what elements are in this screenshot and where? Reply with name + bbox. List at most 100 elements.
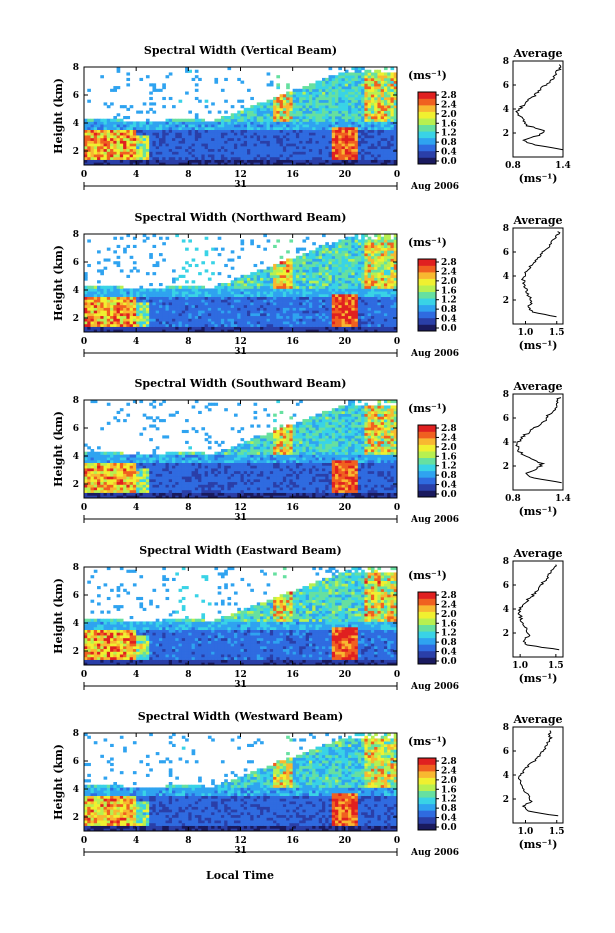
colorbar: 0.00.40.81.21.62.02.42.8: [418, 591, 457, 667]
avg-y-tick-label: 6: [503, 747, 509, 757]
avg-y-tick-label: 4: [503, 105, 509, 115]
y-axis-label: Height (km): [52, 245, 65, 321]
colorbar-swatch: [418, 625, 436, 632]
colorbar-tick-label: 1.2: [441, 462, 457, 472]
avg-title: Average: [512, 547, 562, 560]
colorbar-swatch: [418, 99, 436, 106]
colorbar-tick-label: 1.6: [441, 286, 457, 296]
colorbar-tick-label: 2.8: [441, 91, 457, 101]
panel-2: Spectral Width (Northward Beam)2468Heigh…: [52, 211, 565, 359]
day-label: 31: [234, 347, 247, 357]
avg-x-label: (ms⁻¹): [519, 505, 558, 518]
date-label: Aug 2006: [410, 349, 459, 359]
colorbar-tick-label: 2.0: [441, 610, 457, 620]
avg-x-tick-label: 0.8: [505, 494, 521, 504]
colorbar-swatch: [418, 765, 436, 772]
colorbar-tick-label: 0.0: [441, 324, 457, 334]
day-label: 31: [234, 180, 247, 190]
colorbar-swatch: [418, 804, 436, 811]
y-axis-label: Height (km): [52, 78, 65, 154]
colorbar-swatch: [418, 592, 436, 599]
x-tick-label: 16: [286, 670, 299, 680]
y-tick-label: 6: [73, 757, 79, 767]
x-tick-label: 20: [339, 836, 352, 846]
y-tick-label: 2: [73, 647, 79, 657]
colorbar-swatch: [418, 292, 436, 299]
avg-y-tick-label: 8: [503, 390, 509, 400]
avg-y-tick-label: 4: [503, 438, 509, 448]
colorbar-tick-label: 1.2: [441, 795, 457, 805]
colorbar-tick-label: 0.8: [441, 138, 457, 148]
avg-y-tick-label: 2: [503, 462, 509, 472]
avg-profile-line: [516, 398, 562, 483]
colorbar-swatch: [418, 797, 436, 804]
colorbar: 0.00.40.81.21.62.02.42.8: [418, 757, 457, 833]
avg-x-label: (ms⁻¹): [519, 672, 558, 685]
avg-profile-line: [516, 65, 563, 150]
avg-y-tick-label: 4: [503, 272, 509, 282]
colorbar-tick-label: 2.8: [441, 258, 457, 268]
avg-y-tick-label: 2: [503, 296, 509, 306]
colorbar-tick-label: 1.6: [441, 119, 457, 129]
colorbar-swatch: [418, 758, 436, 765]
avg-profile-line: [519, 731, 559, 816]
date-label: Aug 2006: [410, 682, 459, 692]
colorbar-swatch: [418, 318, 436, 325]
x-tick-label: 8: [185, 337, 191, 347]
colorbar-swatch: [418, 618, 436, 625]
x-tick-label: 8: [185, 170, 191, 180]
avg-x-tick-label: 0.8: [505, 161, 521, 171]
colorbar-swatch: [418, 138, 436, 145]
y-axis-label: Height (km): [52, 744, 65, 820]
colorbar-swatch: [418, 298, 436, 305]
x-tick-label: 0: [81, 170, 87, 180]
x-tick-label: 20: [339, 670, 352, 680]
y-tick-label: 6: [73, 591, 79, 601]
y-tick-label: 4: [73, 619, 79, 629]
colorbar-swatch: [418, 644, 436, 651]
colorbar-unit: (ms⁻¹): [408, 236, 447, 249]
panel-title: Spectral Width (Vertical Beam): [144, 44, 337, 57]
x-tick-label: 8: [185, 670, 191, 680]
colorbar-swatch: [418, 118, 436, 125]
avg-title: Average: [512, 713, 562, 726]
panel-title: Spectral Width (Northward Beam): [135, 211, 347, 224]
x-tick-label: 0: [394, 170, 400, 180]
y-tick-label: 8: [73, 396, 79, 406]
colorbar-swatch: [418, 131, 436, 138]
avg-x-tick-label: 1.5: [548, 661, 564, 671]
avg-y-tick-label: 8: [503, 557, 509, 567]
x-tick-label: 0: [81, 337, 87, 347]
x-tick-label: 12: [234, 836, 247, 846]
x-tick-label: 16: [286, 170, 299, 180]
panel-title: Spectral Width (Southward Beam): [134, 377, 346, 390]
avg-y-tick-label: 6: [503, 414, 509, 424]
x-tick-label: 0: [394, 337, 400, 347]
colorbar-swatch: [418, 259, 436, 266]
y-tick-label: 6: [73, 91, 79, 101]
day-label: 31: [234, 846, 247, 856]
x-tick-label: 0: [81, 670, 87, 680]
y-tick-label: 8: [73, 63, 79, 73]
colorbar-swatch: [418, 105, 436, 112]
avg-y-tick-label: 2: [503, 629, 509, 639]
avg-y-tick-label: 2: [503, 129, 509, 139]
avg-title: Average: [512, 214, 562, 227]
colorbar-tick-label: 0.0: [441, 490, 457, 500]
colorbar-swatch: [418, 464, 436, 471]
colorbar-swatch: [418, 125, 436, 132]
colorbar-tick-label: 1.6: [441, 452, 457, 462]
x-tick-label: 20: [339, 170, 352, 180]
panel-4: Spectral Width (Eastward Beam)2468Height…: [52, 544, 564, 692]
x-axis-label: Local Time: [206, 869, 274, 882]
avg-y-tick-label: 4: [503, 605, 509, 615]
colorbar-swatch: [418, 810, 436, 817]
colorbar-tick-label: 2.4: [441, 766, 457, 776]
colorbar-swatch: [418, 311, 436, 318]
panel-3: Spectral Width (Southward Beam)2468Heigh…: [52, 377, 571, 525]
x-tick-label: 4: [133, 836, 139, 846]
y-tick-label: 6: [73, 424, 79, 434]
y-axis-label: Height (km): [52, 578, 65, 654]
colorbar-tick-label: 2.0: [441, 277, 457, 287]
avg-x-label: (ms⁻¹): [519, 339, 558, 352]
